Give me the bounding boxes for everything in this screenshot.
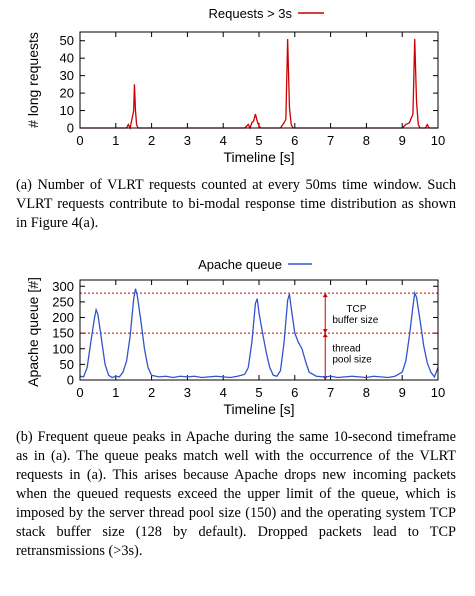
figure-caption-b: (b) Frequent queue peaks in Apache durin… xyxy=(16,429,456,559)
annotation-text: thread xyxy=(332,343,360,354)
x-tick-label: 9 xyxy=(399,385,406,400)
x-tick-label: 2 xyxy=(148,133,155,148)
figure-caption-a: (a) Number of VLRT requests counted at e… xyxy=(16,177,456,231)
annotation-text: TCP xyxy=(346,304,366,315)
legend-label: Requests > 3s xyxy=(209,6,293,21)
y-tick-label: 20 xyxy=(60,86,74,101)
plot-frame xyxy=(79,31,439,129)
series-line xyxy=(80,38,438,130)
buffer-size-arrow-head-top xyxy=(322,293,328,298)
x-tick-label: 6 xyxy=(291,133,298,148)
legend-label: Apache queue xyxy=(198,257,282,272)
legend: Requests > 3s xyxy=(209,6,324,21)
legend: Apache queue xyxy=(198,257,312,272)
x-tick-label: 7 xyxy=(327,385,334,400)
x-tick-label: 8 xyxy=(363,133,370,148)
x-tick-label: 2 xyxy=(148,385,155,400)
x-ticks: 0 1 2 3 4 5 6 7 8 9 10 xyxy=(76,32,445,148)
x-axis-label: Timeline [s] xyxy=(223,149,294,165)
x-tick-label: 6 xyxy=(291,385,298,400)
y-tick-label: 0 xyxy=(67,121,74,136)
x-tick-label: 4 xyxy=(220,133,227,148)
y-tick-label: 250 xyxy=(52,294,74,309)
x-tick-label: 0 xyxy=(76,133,83,148)
annotation-arrows xyxy=(322,293,328,380)
y-tick-label: 40 xyxy=(60,51,74,66)
x-tick-label: 10 xyxy=(431,385,445,400)
y-tick-label: 0 xyxy=(67,373,74,388)
x-tick-label: 3 xyxy=(184,385,191,400)
y-tick-label: 10 xyxy=(60,103,74,118)
y-tick-label: 200 xyxy=(52,310,74,325)
x-tick-label: 10 xyxy=(431,133,445,148)
y-ticks: 0 10 20 30 40 50 xyxy=(60,33,438,136)
y-tick-label: 100 xyxy=(52,341,74,356)
y-tick-label: 150 xyxy=(52,326,74,341)
plot-frame xyxy=(79,279,439,381)
y-tick-label: 50 xyxy=(60,33,74,48)
y-tick-label: 300 xyxy=(52,279,74,294)
x-tick-label: 0 xyxy=(76,385,83,400)
y-tick-label: 30 xyxy=(60,68,74,83)
x-ticks: 0 1 2 3 4 5 6 7 8 9 10 xyxy=(76,280,445,400)
x-tick-label: 8 xyxy=(363,385,370,400)
y-tick-label: 50 xyxy=(60,357,74,372)
x-tick-label: 1 xyxy=(112,133,119,148)
x-tick-label: 3 xyxy=(184,133,191,148)
buffer-size-arrow-head-bottom xyxy=(322,329,328,334)
x-tick-label: 9 xyxy=(399,133,406,148)
series-line xyxy=(79,288,439,379)
x-tick-label: 1 xyxy=(112,385,119,400)
y-axis-label: Apache queue [#] xyxy=(25,277,41,387)
annotation-text: pool size xyxy=(332,354,372,365)
x-tick-label: 5 xyxy=(255,133,262,148)
x-tick-label: 4 xyxy=(220,385,227,400)
pool-size-arrow-head-top xyxy=(322,333,328,338)
x-tick-label: 7 xyxy=(327,133,334,148)
y-axis-label: # long requests xyxy=(25,32,41,128)
x-axis-label: Timeline [s] xyxy=(223,401,294,417)
x-tick-label: 5 xyxy=(255,385,262,400)
annotation-text: buffer size xyxy=(332,315,378,326)
